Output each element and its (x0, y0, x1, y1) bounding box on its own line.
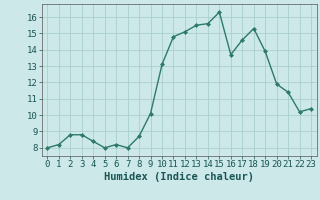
X-axis label: Humidex (Indice chaleur): Humidex (Indice chaleur) (104, 172, 254, 182)
